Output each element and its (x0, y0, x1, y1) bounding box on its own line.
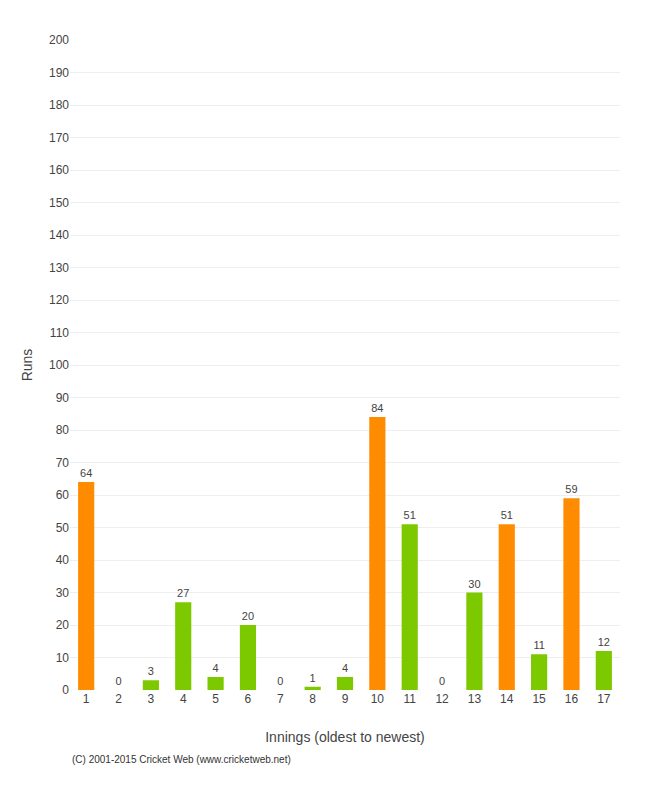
svg-text:59: 59 (565, 483, 577, 495)
svg-text:20: 20 (242, 610, 254, 622)
svg-text:27: 27 (177, 587, 189, 599)
svg-text:3: 3 (148, 665, 154, 677)
svg-text:120: 120 (49, 293, 69, 307)
svg-text:64: 64 (80, 467, 92, 479)
svg-text:1: 1 (310, 672, 316, 684)
svg-text:190: 190 (49, 66, 69, 80)
svg-text:180: 180 (49, 98, 69, 112)
svg-text:200: 200 (49, 33, 69, 47)
svg-text:4: 4 (180, 692, 187, 706)
svg-text:2: 2 (115, 692, 122, 706)
svg-text:14: 14 (500, 692, 514, 706)
svg-text:110: 110 (50, 326, 69, 340)
svg-text:7: 7 (277, 692, 284, 706)
svg-text:170: 170 (49, 131, 69, 145)
svg-text:5: 5 (212, 692, 219, 706)
svg-text:15: 15 (532, 692, 546, 706)
svg-text:11: 11 (403, 692, 416, 706)
svg-text:30: 30 (468, 578, 480, 590)
svg-text:51: 51 (501, 509, 513, 521)
svg-text:9: 9 (342, 692, 349, 706)
svg-text:0: 0 (277, 675, 283, 687)
svg-text:13: 13 (468, 692, 482, 706)
svg-text:140: 140 (49, 228, 69, 242)
svg-text:Innings (oldest to newest): Innings (oldest to newest) (265, 729, 425, 745)
svg-text:3: 3 (148, 692, 155, 706)
svg-text:10: 10 (56, 651, 70, 665)
svg-text:70: 70 (56, 456, 70, 470)
svg-text:12: 12 (435, 692, 449, 706)
svg-text:10: 10 (371, 692, 385, 706)
svg-text:100: 100 (49, 358, 69, 372)
svg-text:0: 0 (439, 675, 445, 687)
svg-text:4: 4 (342, 662, 348, 674)
svg-text:80: 80 (56, 423, 70, 437)
svg-text:17: 17 (597, 692, 611, 706)
svg-text:12: 12 (598, 636, 610, 648)
svg-text:130: 130 (49, 261, 69, 275)
svg-text:150: 150 (49, 196, 69, 210)
svg-text:8: 8 (309, 692, 316, 706)
svg-text:20: 20 (56, 618, 70, 632)
svg-text:(C) 2001-2015 Cricket Web (www: (C) 2001-2015 Cricket Web (www.cricketwe… (72, 754, 291, 765)
svg-text:90: 90 (56, 391, 70, 405)
svg-text:16: 16 (565, 692, 579, 706)
svg-text:0: 0 (115, 675, 121, 687)
svg-text:4: 4 (213, 662, 219, 674)
svg-text:11: 11 (533, 639, 544, 651)
svg-text:60: 60 (56, 488, 70, 502)
svg-text:1: 1 (83, 692, 90, 706)
svg-text:40: 40 (56, 553, 70, 567)
svg-text:0: 0 (62, 683, 69, 697)
svg-text:Runs: Runs (19, 349, 35, 382)
svg-text:51: 51 (404, 509, 416, 521)
svg-text:160: 160 (49, 163, 69, 177)
svg-text:50: 50 (56, 521, 70, 535)
svg-text:30: 30 (56, 586, 70, 600)
svg-text:84: 84 (371, 402, 383, 414)
svg-text:6: 6 (245, 692, 252, 706)
